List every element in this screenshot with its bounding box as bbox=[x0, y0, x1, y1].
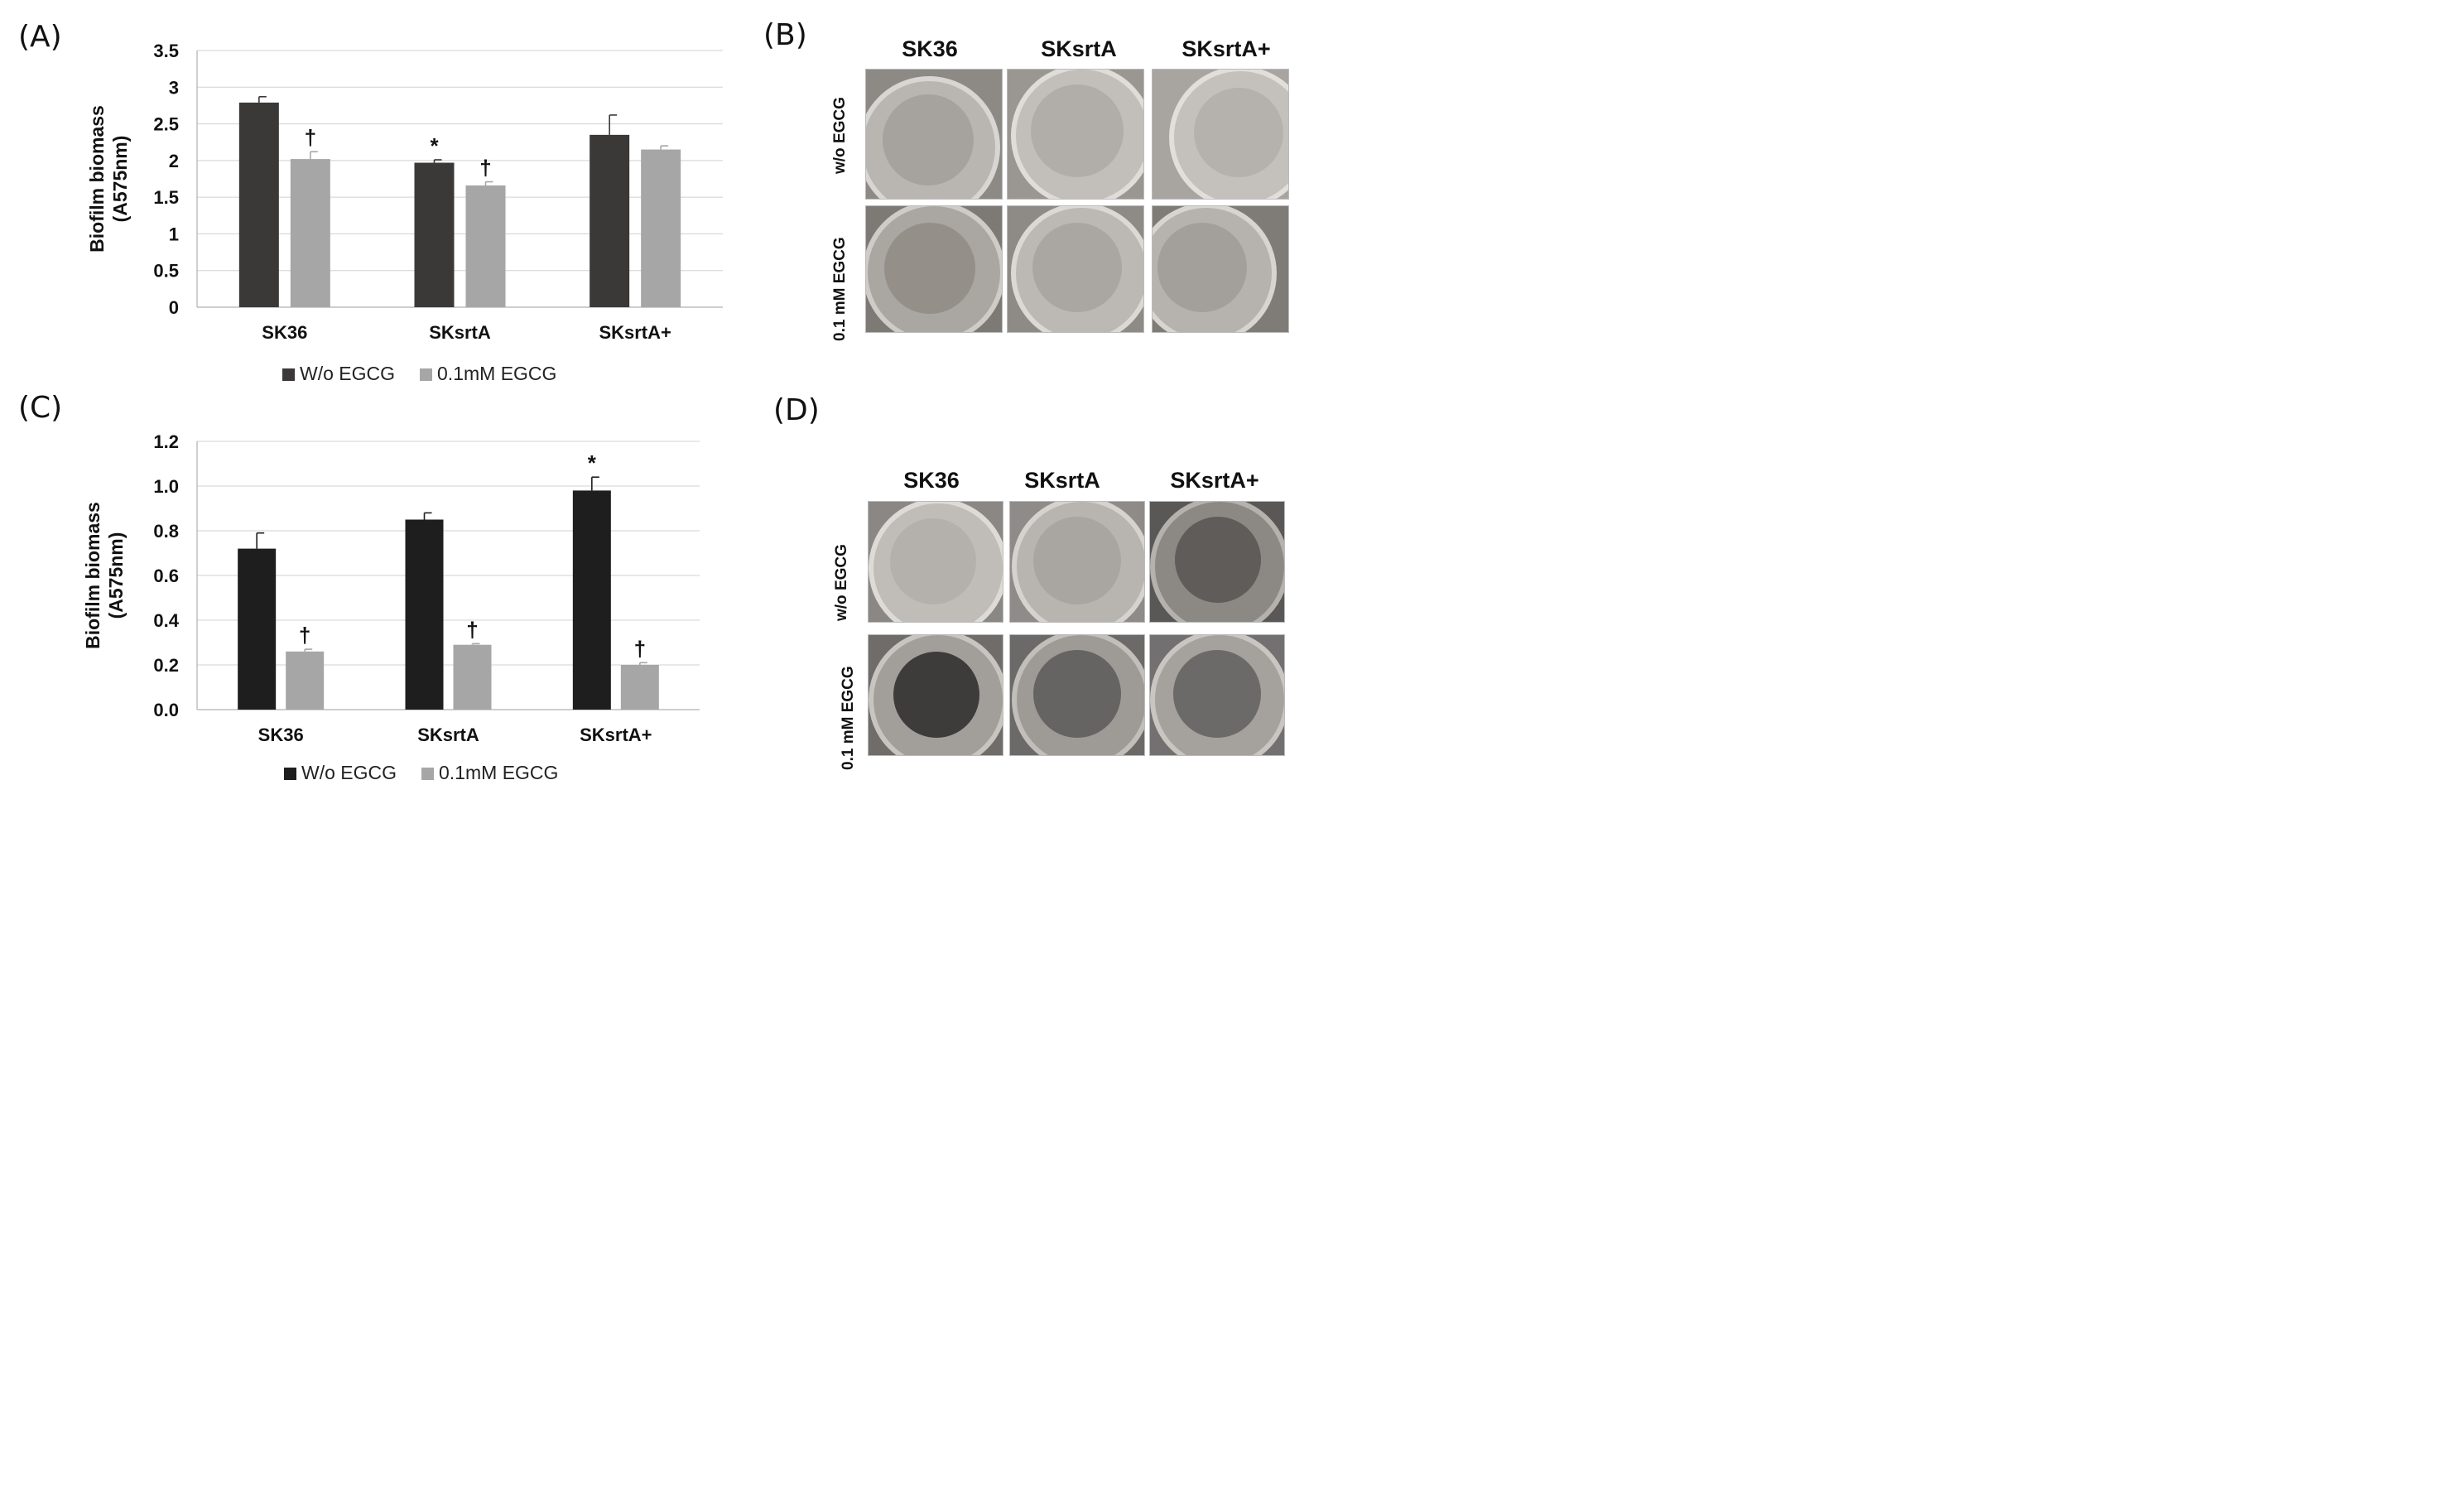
bar bbox=[286, 651, 325, 710]
y-axis-label: Biofilm biomass bbox=[82, 502, 103, 649]
well-photo bbox=[1009, 634, 1145, 756]
y-tick-label: 2 bbox=[169, 151, 179, 171]
y-tick-label: 0.8 bbox=[153, 521, 179, 542]
legend-swatch bbox=[420, 368, 433, 381]
photo-b-row-egcg: 0.1 mM EGCG bbox=[831, 237, 849, 341]
y-tick-label: 1 bbox=[169, 224, 179, 244]
panel-label-b: (B) bbox=[763, 18, 807, 52]
panel-label-c: (C) bbox=[18, 391, 63, 425]
photo-b-col-sk36: SK36 bbox=[902, 36, 958, 61]
photo-d-col-sk36: SK36 bbox=[903, 468, 960, 493]
bar bbox=[590, 134, 630, 307]
legend-label: W/o EGCG bbox=[300, 363, 395, 384]
y-tick-label: 0.6 bbox=[153, 566, 179, 586]
significance-marker: † bbox=[466, 617, 478, 642]
legend-swatch bbox=[284, 768, 296, 780]
photo-b-row-control: w/o EGCG bbox=[831, 97, 849, 174]
panel-label-a: (A) bbox=[18, 20, 62, 54]
legend-label: 0.1mM EGCG bbox=[437, 363, 556, 384]
well-photo bbox=[1007, 205, 1144, 333]
y-tick-label: 1.0 bbox=[153, 476, 179, 497]
photo-d-row-egcg: 0.1 mM EGCG bbox=[840, 666, 857, 770]
y-tick-label: 1.5 bbox=[153, 187, 179, 208]
y-tick-label: 2.5 bbox=[153, 114, 179, 135]
x-category-label: SKsrtA+ bbox=[599, 322, 671, 343]
bar-chart-a: 0 0.5 1 1.5 2 2.5 3 3.5 Biofilm biomass (A575nm) S… bbox=[86, 41, 723, 384]
photo-b-col-sksrta-plus: SKsrtA+ bbox=[1181, 36, 1271, 61]
bar bbox=[238, 102, 279, 307]
y-axis-label-units: (A575nm) bbox=[109, 136, 131, 223]
photo-d-row-control: w/o EGCG bbox=[833, 544, 850, 621]
well-photo bbox=[865, 205, 1003, 333]
legend-label: W/o EGCG bbox=[301, 762, 397, 783]
bar-chart-c: 0.0 0.2 0.4 0.6 0.8 1.0 1.2 Biofilm biomass (A57… bbox=[82, 431, 700, 783]
x-category-label: SKsrtA bbox=[429, 322, 491, 343]
y-tick-label: 0.5 bbox=[153, 261, 179, 282]
bar bbox=[572, 490, 611, 710]
well-photo bbox=[1009, 501, 1145, 623]
x-category-label: SKsrtA bbox=[417, 725, 479, 745]
legend-swatch bbox=[282, 368, 295, 381]
well-photo bbox=[868, 501, 1003, 623]
photo-b-col-sksrta: SKsrtA bbox=[1041, 36, 1117, 61]
panel-label-d: (D) bbox=[773, 393, 820, 427]
y-tick-label: 0.2 bbox=[153, 655, 179, 676]
y-tick-label: 0.0 bbox=[153, 700, 179, 720]
bar bbox=[414, 162, 455, 307]
well-photo bbox=[1152, 205, 1289, 333]
bar bbox=[405, 519, 444, 710]
legend-swatch bbox=[421, 768, 435, 780]
y-axis-label-units: (A575nm) bbox=[105, 532, 127, 619]
significance-marker: † bbox=[305, 125, 316, 150]
significance-marker: † bbox=[299, 623, 310, 648]
significance-marker: † bbox=[479, 156, 491, 181]
y-tick-label: 3.5 bbox=[153, 41, 179, 61]
y-tick-label: 1.2 bbox=[153, 431, 179, 452]
significance-marker: * bbox=[588, 450, 597, 475]
bar bbox=[453, 644, 492, 710]
legend-label: 0.1mM EGCG bbox=[439, 762, 558, 783]
bar bbox=[290, 159, 330, 307]
y-axis-label: Biofilm biomass bbox=[86, 105, 108, 253]
x-category-label: SK36 bbox=[258, 725, 304, 745]
x-category-label: SK36 bbox=[262, 322, 307, 343]
well-photo bbox=[1152, 69, 1289, 200]
y-tick-label: 0 bbox=[169, 297, 179, 318]
significance-marker: † bbox=[634, 636, 646, 661]
well-photo bbox=[1007, 69, 1144, 200]
bar bbox=[465, 185, 506, 307]
y-tick-label: 0.4 bbox=[153, 610, 179, 631]
y-tick-label: 3 bbox=[169, 77, 179, 98]
well-photo bbox=[865, 69, 1003, 200]
well-photo bbox=[1149, 634, 1285, 756]
x-category-label: SKsrtA+ bbox=[580, 725, 652, 745]
bar bbox=[620, 665, 659, 710]
significance-marker: * bbox=[430, 133, 439, 158]
photo-d-col-sksrta: SKsrtA bbox=[1024, 468, 1100, 493]
photo-d-col-sksrta-plus: SKsrtA+ bbox=[1170, 468, 1259, 493]
bar bbox=[641, 149, 681, 307]
bar bbox=[238, 548, 277, 710]
well-photo bbox=[1149, 501, 1285, 623]
well-photo bbox=[868, 634, 1003, 756]
